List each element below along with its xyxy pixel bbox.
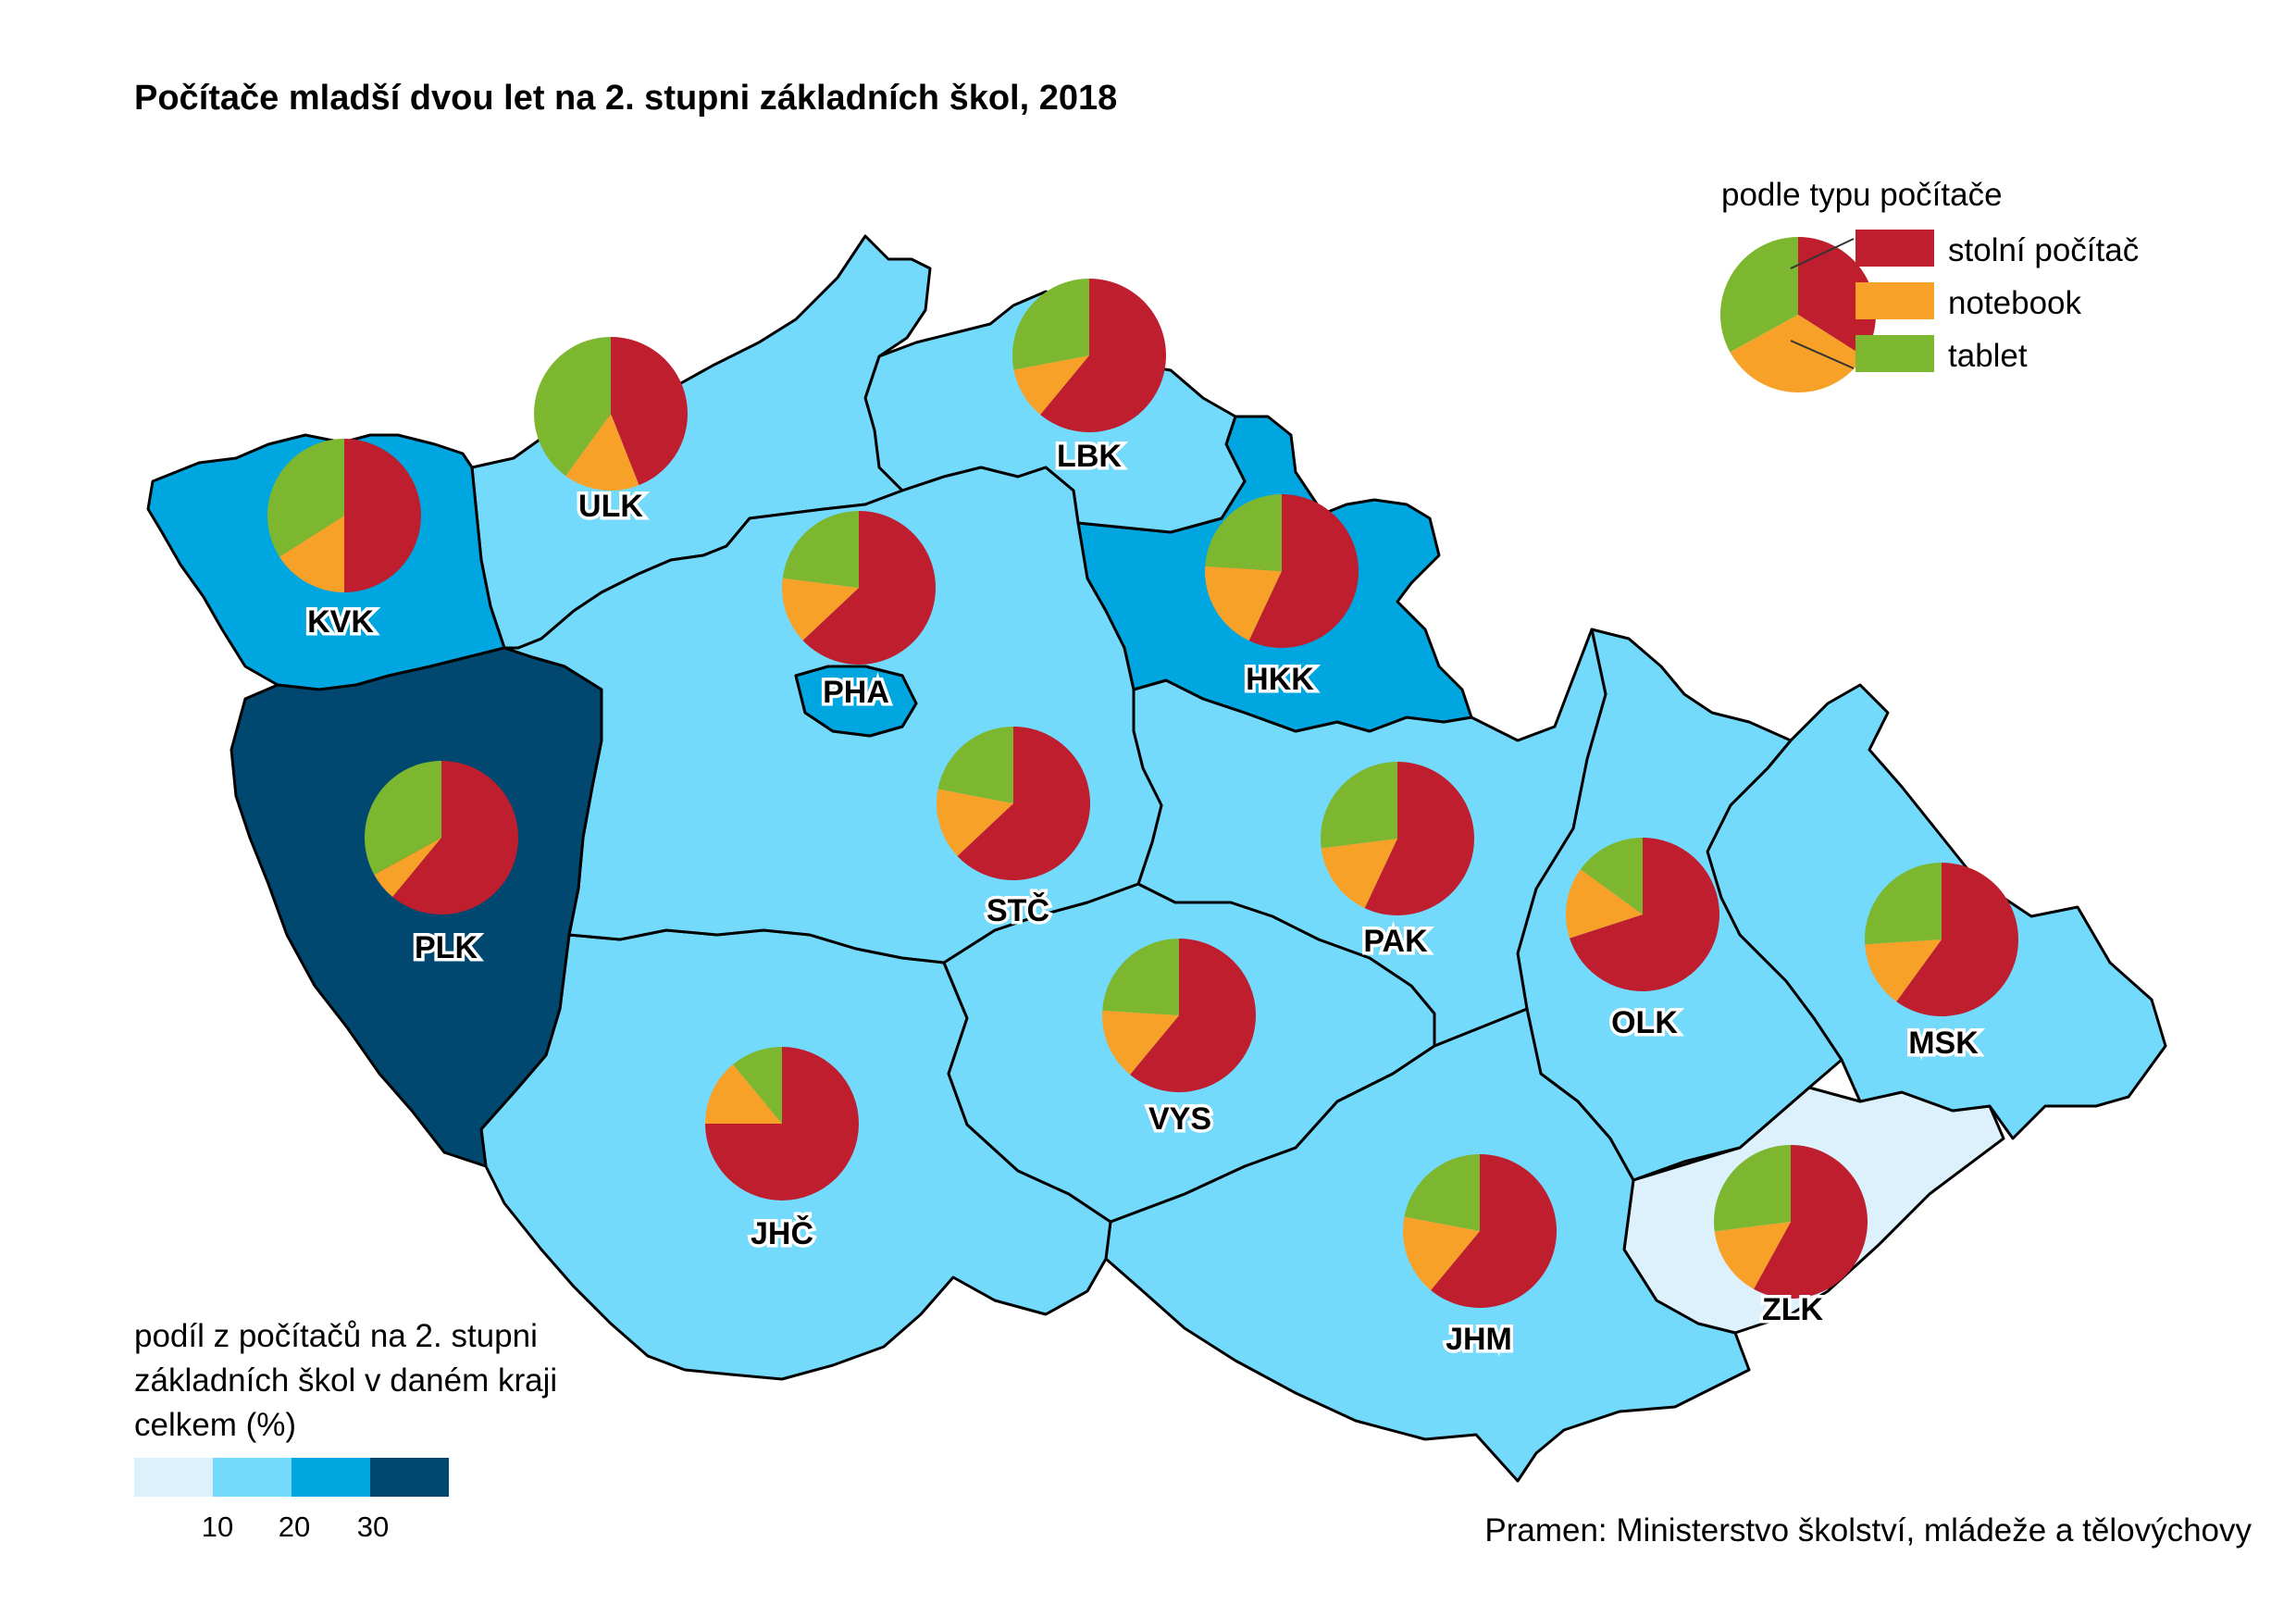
- legend-pie-slice-tablet: [1719, 236, 1798, 353]
- pie-zlk-slice-tablet: [1713, 1144, 1791, 1232]
- choro-tick-20: 20: [279, 1511, 310, 1543]
- legend-label-tablet: tablet: [1948, 338, 2028, 374]
- region-label-ulk: ULK: [578, 489, 643, 524]
- region-label-jhm: JHM: [1446, 1322, 1512, 1357]
- choro-tick-30: 30: [357, 1511, 389, 1543]
- pie-ulk-slice-tablet: [533, 336, 611, 477]
- pie-kvk-slice-desktop: [344, 439, 421, 592]
- pie-lbk-slice-tablet: [1012, 279, 1089, 370]
- legend-pie-slice-desktop: [1798, 237, 1876, 357]
- legend-label-notebook: notebook: [1948, 285, 2082, 321]
- region-label-kvk: KVK: [307, 604, 374, 640]
- pie-zlk-slice-notebook: [1714, 1222, 1791, 1289]
- region-label-stč: STČ: [987, 892, 1049, 928]
- choropleth-legend: podíl z počítačů na 2. stupni základních…: [134, 1318, 557, 1543]
- source-note: Pramen: Ministerstvo školství, mládeže a…: [1484, 1512, 2252, 1549]
- legend-swatch-tablet: [1855, 335, 1934, 372]
- pie-lbk-slice-notebook: [1013, 355, 1089, 415]
- pie-jhm: [1403, 1154, 1557, 1308]
- pie-plk-slice-tablet: [365, 761, 441, 875]
- pie-pha-slice-tablet: [782, 511, 859, 588]
- pie-ulk: [533, 336, 688, 491]
- pie-stč-slice-desktop: [957, 727, 1091, 881]
- pie-jhč-slice-tablet: [733, 1047, 782, 1124]
- pie-stč-slice-notebook: [937, 789, 1013, 856]
- pie-vys: [1101, 939, 1256, 1092]
- legend-swatch-notebook: [1855, 282, 1934, 319]
- region-label-jhč: JHČ: [751, 1215, 813, 1251]
- pie-jhm-slice-tablet: [1404, 1154, 1480, 1231]
- pie-hkk-slice-tablet: [1205, 494, 1282, 571]
- choro-legend-title-line3: celkem (%): [134, 1407, 296, 1443]
- legend-leader-bottom: [1790, 340, 1855, 369]
- pie-legend: podle typu počítače stolní počítač noteb…: [1719, 177, 2139, 392]
- pie-olk: [1565, 838, 1719, 991]
- legend-pie-slice-notebook: [1730, 315, 1864, 392]
- pie-hkk-slice-desktop: [1248, 494, 1359, 648]
- region-label-plk: PLK: [415, 930, 478, 965]
- choro-class-2: [292, 1458, 370, 1497]
- pie-olk-slice-notebook: [1565, 869, 1643, 939]
- pie-jhč: [705, 1047, 859, 1200]
- pie-vys-slice-tablet: [1102, 939, 1179, 1015]
- region-label-olk: OLK: [1611, 1005, 1678, 1040]
- pie-plk-slice-desktop: [392, 761, 518, 914]
- pie-plk-slice-notebook: [374, 838, 441, 897]
- pie-stč: [937, 727, 1091, 881]
- choro-class-1: [213, 1458, 292, 1497]
- region-label-vys: VYS: [1148, 1101, 1211, 1137]
- pie-hkk: [1204, 494, 1359, 648]
- region-label-pha: PHA: [823, 675, 889, 710]
- pie-stč-slice-tablet: [937, 727, 1013, 803]
- choro-legend-title-line1: podíl z počítačů na 2. stupni: [134, 1318, 538, 1354]
- region-label-hkk: HKK: [1246, 662, 1314, 697]
- pie-pha-slice-desktop: [802, 511, 937, 665]
- legend-pie-icon: [1719, 236, 1876, 392]
- pie-lbk-slice-desktop: [1040, 279, 1166, 432]
- pie-msk: [1864, 863, 2018, 1016]
- pie-plk: [365, 761, 518, 914]
- pie-jhm-slice-desktop: [1431, 1154, 1557, 1308]
- choro-class-3: [370, 1458, 449, 1497]
- pie-ulk-slice-desktop: [611, 337, 688, 486]
- region-label-pak: PAK: [1363, 924, 1428, 959]
- pie-jhm-slice-notebook: [1403, 1216, 1480, 1290]
- region-label-zlk: ZLK: [1762, 1292, 1824, 1327]
- pie-pha: [781, 511, 937, 665]
- pie-msk-slice-desktop: [1896, 863, 2018, 1016]
- region-label-lbk: LBK: [1057, 439, 1122, 474]
- pie-msk-slice-notebook: [1865, 939, 1942, 1002]
- pie-pha-slice-notebook: [781, 578, 859, 641]
- choro-legend-title-line2: základních škol v daném kraji: [134, 1362, 557, 1399]
- pie-hkk-slice-notebook: [1204, 566, 1282, 641]
- pie-pak-slice-desktop: [1364, 762, 1475, 915]
- pie-kvk: [267, 439, 421, 592]
- choro-class-0: [134, 1458, 213, 1497]
- pie-pak: [1320, 762, 1475, 915]
- pie-kvk-slice-tablet: [267, 439, 344, 557]
- legend-swatch-desktop: [1855, 230, 1934, 267]
- region-label-msk: MSK: [1908, 1026, 1979, 1061]
- pie-jhč-slice-notebook: [705, 1064, 782, 1124]
- pie-ulk-slice-notebook: [565, 414, 639, 491]
- pie-legend-title: podle typu počítače: [1721, 177, 2003, 213]
- region-pha[interactable]: [794, 665, 918, 738]
- choro-tick-10: 10: [202, 1511, 233, 1543]
- pie-kvk-slice-notebook: [279, 516, 344, 592]
- legend-leader-top: [1790, 238, 1855, 269]
- pie-olk-slice-desktop: [1570, 838, 1719, 991]
- pie-vys-slice-notebook: [1101, 1010, 1179, 1075]
- pie-layer: [267, 279, 2018, 1308]
- legend-label-desktop: stolní počítač: [1948, 232, 2139, 268]
- pie-zlk: [1713, 1144, 1868, 1299]
- pie-olk-slice-tablet: [1580, 838, 1643, 914]
- pie-pak-slice-tablet: [1320, 762, 1397, 849]
- pie-zlk-slice-desktop: [1754, 1144, 1868, 1299]
- map-title: Počítače mladší dvou let na 2. stupni zá…: [134, 79, 1117, 118]
- pie-vys-slice-desktop: [1130, 939, 1256, 1092]
- pie-msk-slice-tablet: [1864, 863, 1942, 945]
- pie-pak-slice-notebook: [1321, 839, 1397, 909]
- pie-lbk: [1012, 279, 1166, 432]
- region-label-layer: KVK ULK LBK HKK PHA STČ PLK PAK OLK MSK VYS JHČ JHM Z…: [304, 436, 1982, 1361]
